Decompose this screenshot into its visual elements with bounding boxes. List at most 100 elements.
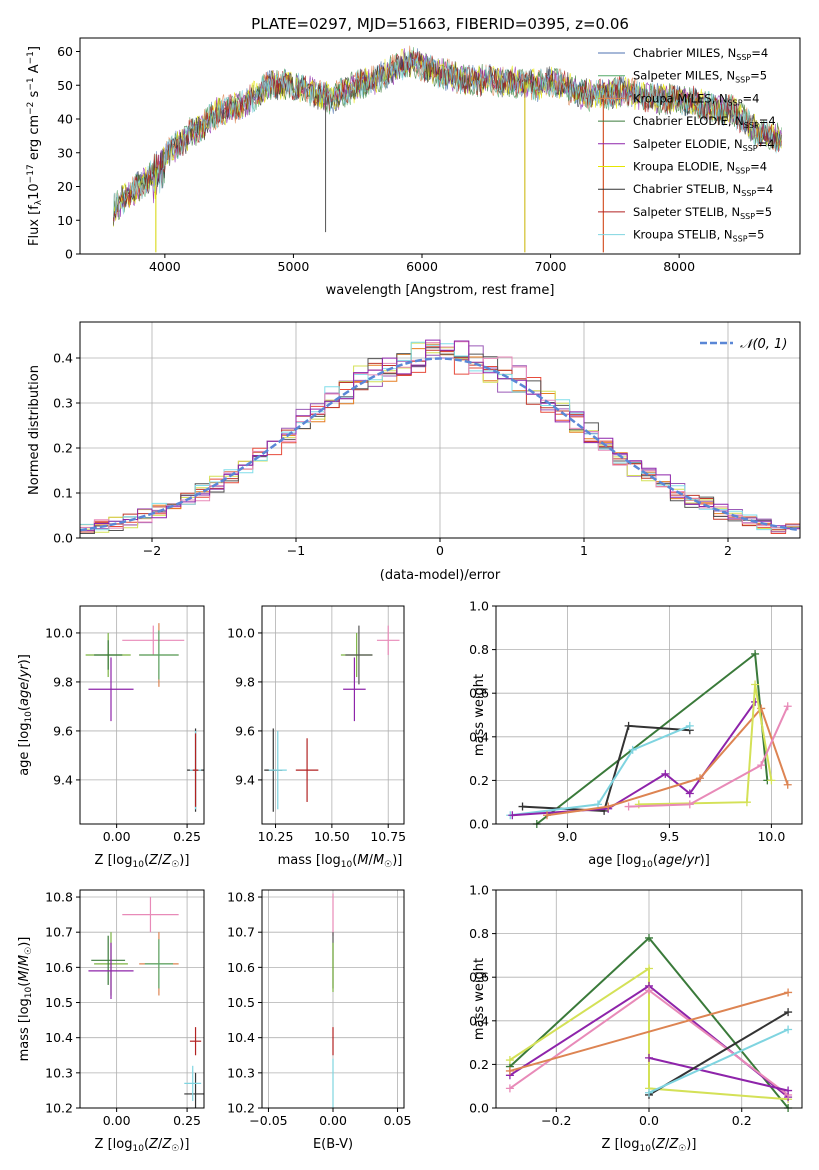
y-tick-label: 10.0 — [45, 625, 73, 640]
normal-curve — [79, 357, 801, 532]
y-tick-label: 0.8 — [469, 642, 489, 657]
weight-line — [628, 705, 789, 808]
age-mass-panel: 10.25 10.50 10.75 9.4 9.6 9.8 10.0 mass [log10… — [227, 605, 406, 870]
weight-marker — [624, 721, 633, 730]
weight-marker — [784, 1025, 793, 1034]
histogram-steps — [80, 345, 800, 533]
weight-marker — [628, 745, 637, 754]
y-tick-label: 0.4 — [53, 351, 73, 366]
weight-marker — [645, 986, 653, 995]
y-tick-label: 0.8 — [469, 926, 489, 941]
weight-marker — [784, 1086, 793, 1095]
legend-label: Kroupa ELODIE, NSSP=4 — [633, 160, 767, 176]
weight-line — [509, 966, 789, 1101]
weight-marker — [505, 1084, 514, 1093]
y-tick-label: 10.6 — [45, 960, 73, 975]
y-tick-label: 0.1 — [53, 486, 73, 501]
y-tick-label: 9.4 — [235, 772, 255, 787]
spectrum-frame — [79, 37, 801, 255]
x-tick-label: 5000 — [278, 259, 310, 274]
legend-label: Kroupa STELIB, NSSP=5 — [633, 228, 764, 244]
weight-marker — [685, 800, 694, 809]
age-z-frame — [79, 605, 205, 825]
weight-marker — [757, 761, 766, 770]
histogram-steps — [80, 347, 800, 534]
y-tick-label: 0.3 — [53, 396, 73, 411]
x-tick-label: 0.2 — [732, 1113, 752, 1128]
legend-label: Salpeter STELIB, NSSP=5 — [633, 205, 772, 221]
weight-line — [648, 1028, 789, 1094]
mass-ebv-xlabel: E(B-V) — [313, 1137, 353, 1152]
weight-marker — [505, 1056, 514, 1065]
y-tick-label: 0.0 — [53, 531, 73, 546]
y-tick-label: 9.6 — [53, 723, 73, 738]
x-tick-label: 10.0 — [757, 829, 785, 844]
y-tick-label: 10.8 — [45, 890, 73, 905]
age-z-ylabel: age [log10(age/yr)] — [17, 654, 34, 776]
weight-marker — [505, 1066, 514, 1075]
y-tick-label: 9.6 — [235, 723, 255, 738]
weight-marker — [645, 933, 653, 942]
weight-marker — [784, 988, 793, 997]
weight-marker — [767, 776, 776, 785]
y-tick-label: 0.2 — [53, 441, 73, 456]
y-tick-label: 10.4 — [227, 1030, 255, 1045]
x-tick-label: −1 — [287, 543, 305, 558]
y-tick-label: 10.5 — [227, 995, 255, 1010]
y-tick-label: 0 — [65, 247, 73, 262]
x-tick-label: 0.25 — [173, 1113, 201, 1128]
y-tick-label: 0.2 — [469, 773, 489, 788]
y-tick-label: 10.5 — [45, 995, 73, 1010]
mass-ebv-panel: −0.05 0.00 0.05 10.2 10.3 10.4 10.5 10.6 10.7 10.… — [227, 889, 411, 1152]
y-tick-label: 30 — [57, 145, 73, 160]
residual-ylabel: Normed distribution — [27, 365, 42, 495]
weight-marker — [742, 798, 751, 807]
legend-label: Chabrier STELIB, NSSP=4 — [633, 182, 773, 198]
x-tick-label: 0.0 — [639, 1113, 659, 1128]
legend-normal-label: 𝒩(0, 1) — [740, 337, 787, 352]
y-tick-label: 40 — [57, 112, 73, 127]
weight-marker — [645, 964, 653, 973]
y-tick-label: 9.4 — [53, 772, 73, 787]
y-tick-label: 0.6 — [469, 970, 489, 985]
weight-marker — [518, 802, 527, 811]
x-tick-label: 0.25 — [173, 829, 201, 844]
x-tick-label: −0.05 — [249, 1113, 287, 1128]
y-tick-label: 10.3 — [45, 1065, 73, 1080]
mass-z-xlabel: Z [log10(Z/Z☉)] — [95, 1137, 190, 1154]
legend-label: Chabrier MILES, NSSP=4 — [633, 46, 768, 62]
weight-marker — [751, 649, 760, 658]
weight-line — [522, 724, 690, 812]
y-tick-label: 9.8 — [235, 674, 255, 689]
y-tick-label: 10.8 — [227, 890, 255, 905]
x-tick-label: 8000 — [663, 259, 695, 274]
y-tick-label: 0.2 — [469, 1057, 489, 1072]
weight-marker — [624, 802, 633, 811]
weight-marker — [783, 780, 792, 789]
x-tick-label: 10.25 — [258, 829, 294, 844]
spectrum-xlabel: wavelength [Angstrom, rest frame] — [326, 283, 555, 298]
spectrum-panel: PLATE=0297, MJD=51663, FIBERID=0395, z=0… — [26, 15, 801, 298]
x-tick-label: 1 — [580, 543, 588, 558]
weight-z-ylabel: mass weight — [472, 958, 487, 1040]
weight-line — [510, 724, 691, 817]
y-tick-label: 0.0 — [469, 1101, 489, 1116]
age-mass-xlabel: mass [log10(M/M☉)] — [278, 853, 403, 870]
y-tick-label: 60 — [57, 44, 73, 59]
y-tick-label: 20 — [57, 179, 73, 194]
weight-marker — [685, 789, 694, 798]
weight-marker — [751, 680, 760, 689]
y-tick-label: 10.4 — [45, 1030, 73, 1045]
x-tick-label: 2 — [724, 543, 732, 558]
y-tick-label: 10.7 — [227, 925, 255, 940]
legend-label: Salpeter MILES, NSSP=5 — [633, 69, 767, 85]
x-tick-label: 7000 — [535, 259, 567, 274]
x-tick-label: 10.75 — [370, 829, 406, 844]
weight-line — [509, 991, 789, 1072]
weight-age-ylabel: mass weight — [472, 674, 487, 756]
mass-z-ylabel: mass [log10(M/M☉)] — [17, 937, 34, 1062]
x-tick-label: 10.50 — [314, 829, 350, 844]
residual-legend: 𝒩(0, 1) — [700, 337, 787, 352]
y-tick-label: 0.4 — [469, 729, 489, 744]
x-tick-label: 0.00 — [319, 1113, 347, 1128]
